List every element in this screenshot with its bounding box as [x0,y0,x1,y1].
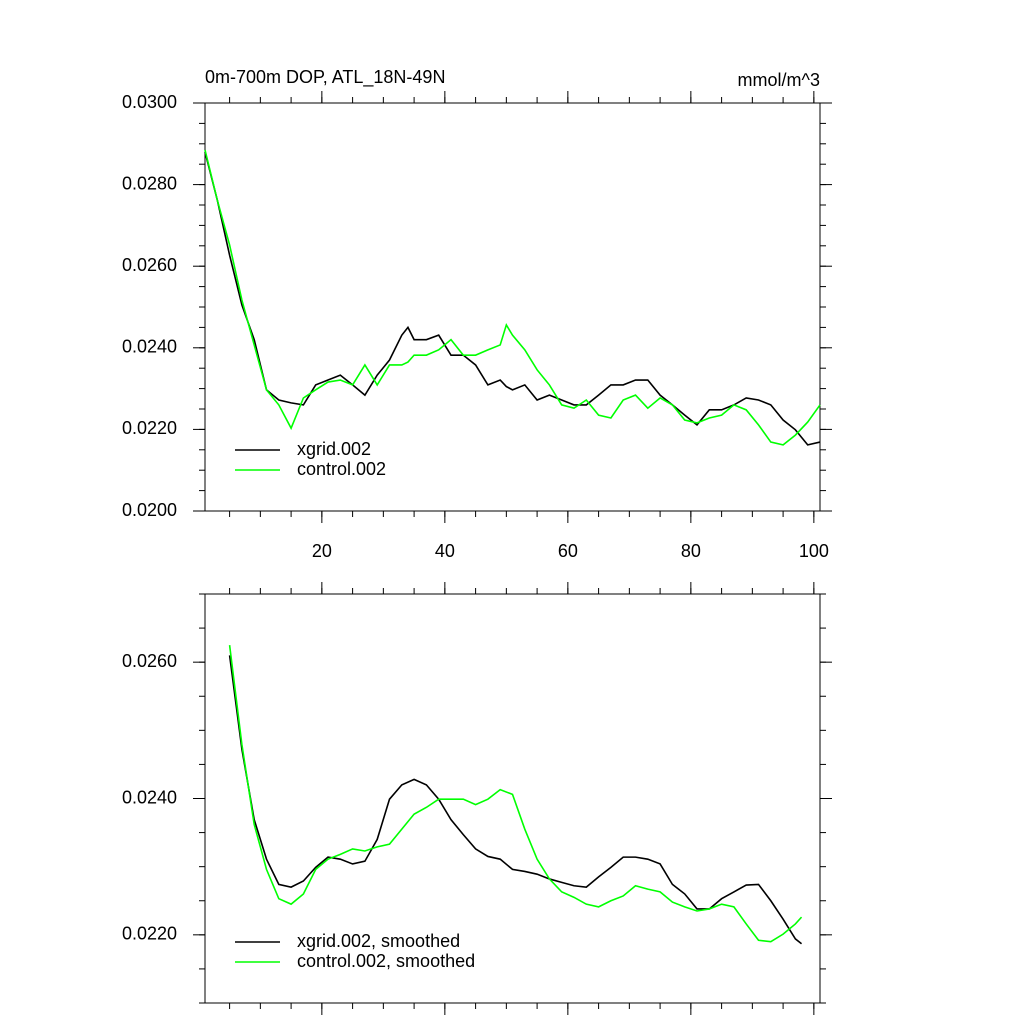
legend-label: xgrid.002 [297,439,371,459]
x-tick-label: 100 [799,541,829,561]
series-line [228,645,803,943]
x-tick-label: 80 [681,541,701,561]
y-tick-label: 0.0200 [122,500,177,520]
series-line [228,655,803,945]
series-line [204,151,821,446]
x-tick-label: 40 [435,541,455,561]
legend-label: xgrid.002, smoothed [297,931,460,951]
legend-label: control.002, smoothed [297,951,475,971]
chart-title: 0m-700m DOP, ATL_18N-49N [205,67,445,88]
y-tick-label: 0.0260 [122,651,177,671]
y-tick-label: 0.0220 [122,924,177,944]
y-tick-label: 0.0300 [122,92,177,112]
y-tick-label: 0.0220 [122,418,177,438]
y-tick-label: 0.0240 [122,787,177,807]
series-line [204,149,821,446]
units-label: mmol/m^3 [738,70,820,90]
x-tick-label: 60 [558,541,578,561]
x-tick-label: 20 [312,541,332,561]
y-tick-label: 0.0240 [122,337,177,357]
legend-label: control.002 [297,459,386,479]
y-tick-label: 0.0260 [122,255,177,275]
y-tick-label: 0.0280 [122,173,177,193]
